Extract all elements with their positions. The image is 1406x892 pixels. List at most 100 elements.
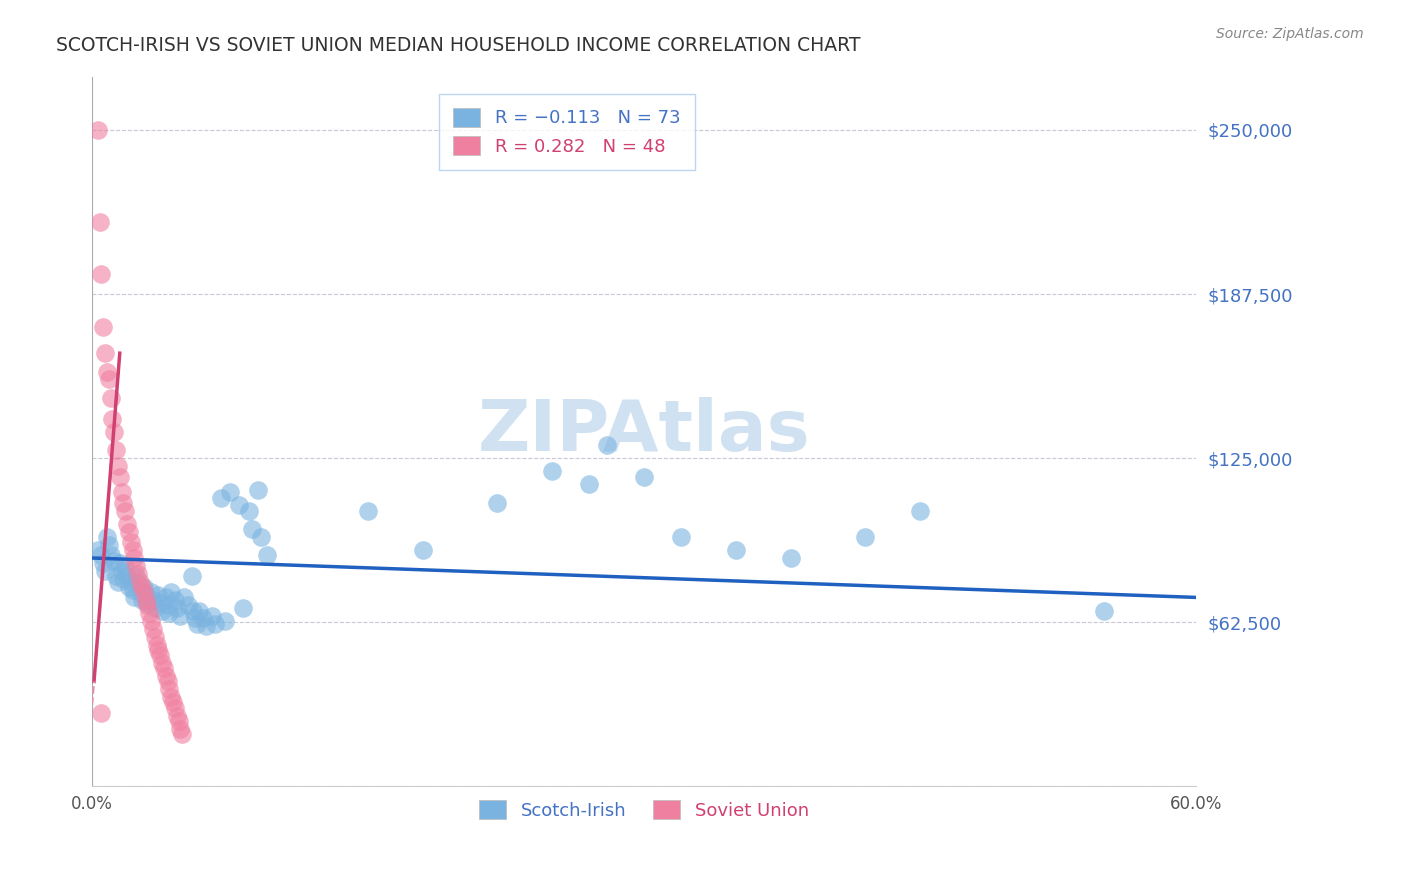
Point	[160, 585, 183, 599]
Point	[177, 599, 200, 613]
Point	[121, 543, 143, 558]
Legend: Scotch-Irish, Soviet Union: Scotch-Irish, Soviet Union	[465, 786, 824, 834]
Point	[112, 572, 135, 586]
Point	[143, 601, 166, 615]
Point	[124, 551, 146, 566]
Point	[209, 491, 232, 505]
Point	[201, 608, 224, 623]
Point	[124, 591, 146, 605]
Point	[94, 564, 117, 578]
Point	[118, 580, 141, 594]
Point	[155, 669, 177, 683]
Point	[853, 530, 876, 544]
Point	[578, 477, 600, 491]
Point	[138, 606, 160, 620]
Point	[90, 706, 112, 720]
Point	[90, 549, 112, 563]
Point	[412, 543, 434, 558]
Point	[91, 319, 114, 334]
Point	[169, 608, 191, 623]
Point	[139, 585, 162, 599]
Point	[173, 591, 195, 605]
Point	[160, 690, 183, 705]
Point	[166, 708, 188, 723]
Point	[118, 524, 141, 539]
Point	[125, 569, 148, 583]
Point	[115, 516, 138, 531]
Point	[669, 530, 692, 544]
Point	[121, 582, 143, 597]
Point	[246, 483, 269, 497]
Point	[143, 630, 166, 644]
Point	[187, 603, 209, 617]
Point	[96, 530, 118, 544]
Point	[131, 593, 153, 607]
Point	[159, 606, 181, 620]
Point	[167, 714, 190, 728]
Point	[148, 643, 170, 657]
Point	[228, 499, 250, 513]
Point	[149, 648, 172, 663]
Point	[132, 585, 155, 599]
Point	[145, 638, 167, 652]
Point	[240, 522, 263, 536]
Point	[214, 614, 236, 628]
Point	[97, 372, 120, 386]
Text: ZIPAtlas: ZIPAtlas	[478, 398, 810, 467]
Point	[1092, 603, 1115, 617]
Point	[136, 596, 159, 610]
Point	[135, 588, 157, 602]
Point	[114, 558, 136, 573]
Point	[148, 588, 170, 602]
Point	[142, 622, 165, 636]
Point	[90, 268, 112, 282]
Text: SCOTCH-IRISH VS SOVIET UNION MEDIAN HOUSEHOLD INCOME CORRELATION CHART: SCOTCH-IRISH VS SOVIET UNION MEDIAN HOUS…	[56, 36, 860, 54]
Point	[163, 700, 186, 714]
Point	[105, 569, 128, 583]
Point	[103, 425, 125, 439]
Point	[136, 599, 159, 613]
Point	[86, 123, 108, 137]
Point	[256, 549, 278, 563]
Point	[132, 580, 155, 594]
Point	[127, 566, 149, 581]
Point	[191, 611, 214, 625]
Point	[183, 603, 205, 617]
Point	[633, 469, 655, 483]
Point	[780, 551, 803, 566]
Point	[114, 504, 136, 518]
Point	[112, 496, 135, 510]
Point	[250, 530, 273, 544]
Point	[204, 616, 226, 631]
Point	[107, 459, 129, 474]
Point	[100, 391, 122, 405]
Point	[139, 614, 162, 628]
Point	[357, 504, 380, 518]
Text: Source: ZipAtlas.com: Source: ZipAtlas.com	[1216, 27, 1364, 41]
Point	[166, 601, 188, 615]
Point	[172, 727, 194, 741]
Point	[186, 616, 208, 631]
Point	[101, 412, 124, 426]
Point	[159, 682, 181, 697]
Point	[596, 438, 619, 452]
Point	[108, 469, 131, 483]
Point	[115, 569, 138, 583]
Point	[96, 365, 118, 379]
Point	[142, 593, 165, 607]
Point	[129, 574, 152, 589]
Point	[110, 485, 132, 500]
Point	[89, 215, 111, 229]
Point	[195, 619, 218, 633]
Point	[163, 593, 186, 607]
Point	[127, 577, 149, 591]
Point	[184, 611, 207, 625]
Point	[908, 504, 931, 518]
Point	[103, 554, 125, 568]
Point	[150, 603, 173, 617]
Point	[120, 535, 142, 549]
Point	[232, 601, 254, 615]
Point	[725, 543, 748, 558]
Point	[162, 695, 184, 709]
Point	[97, 538, 120, 552]
